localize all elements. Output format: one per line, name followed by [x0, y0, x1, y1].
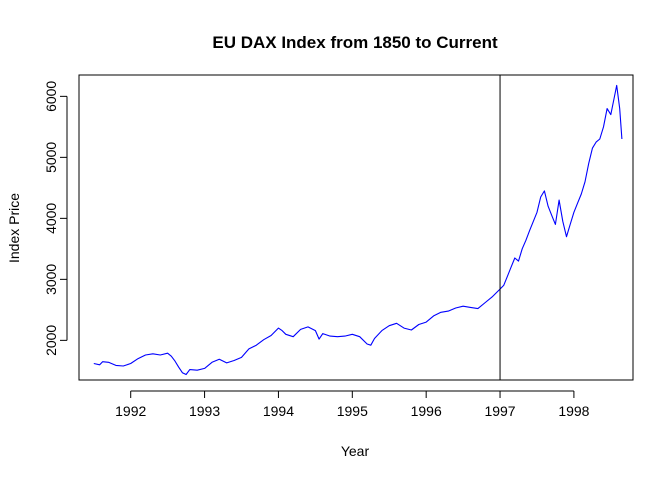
y-tick-label-4000: 4000: [43, 203, 59, 234]
x-tick-label-1994: 1994: [263, 403, 294, 419]
x-axis: 1992 1993 1994 1995 1996 1997 1998: [115, 390, 590, 419]
y-axis-label: Index Price: [6, 193, 22, 263]
y-tick-label-2000: 2000: [43, 325, 59, 356]
chart-title: EU DAX Index from 1850 to Current: [212, 33, 498, 52]
x-tick-label-1998: 1998: [558, 403, 589, 419]
plot-frame: [78, 74, 634, 381]
x-tick-label-1995: 1995: [337, 403, 368, 419]
x-axis-label: Year: [341, 443, 370, 459]
y-tick-label-6000: 6000: [43, 81, 59, 112]
y-tick-label-3000: 3000: [43, 264, 59, 295]
series-line-dax: [93, 84, 623, 376]
x-tick-label-1996: 1996: [411, 403, 442, 419]
y-tick-label-5000: 5000: [43, 142, 59, 173]
x-tick-label-1993: 1993: [189, 403, 220, 419]
x-tick-label-1997: 1997: [484, 403, 515, 419]
y-axis: 2000 3000 4000 5000 6000: [43, 81, 68, 356]
x-tick-label-1992: 1992: [115, 403, 146, 419]
